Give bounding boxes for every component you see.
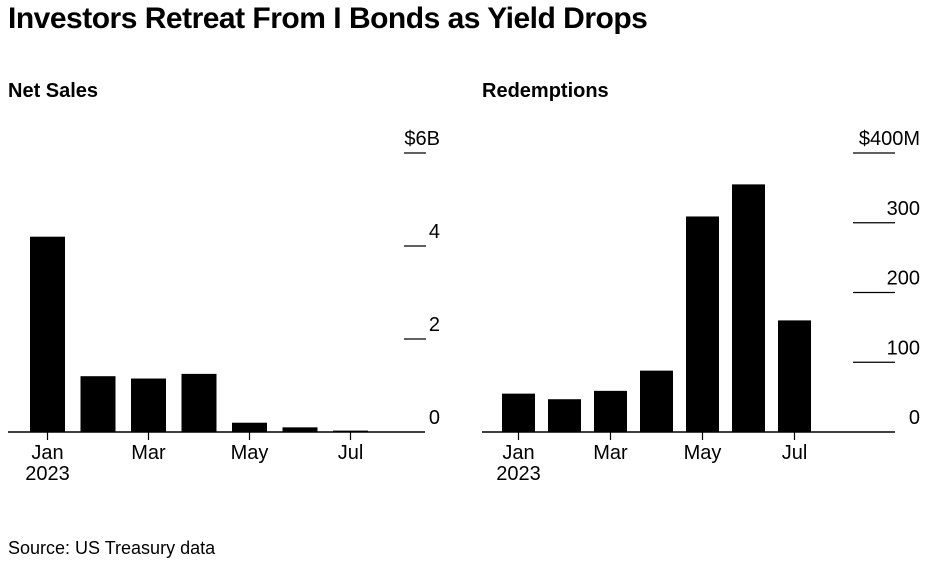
redemptions-x-tick-label: Mar <box>593 442 628 464</box>
net-sales-bar-may <box>232 422 267 432</box>
redemptions-x-tick-label: Jan <box>502 442 534 464</box>
redemptions-y-tick-label: 100 <box>887 337 920 359</box>
redemptions-y-tick-label: 0 <box>909 407 920 429</box>
net-sales-y-tick-label: 2 <box>429 314 440 336</box>
net-sales-y-tick-label: $6B <box>404 128 440 150</box>
redemptions-x-tick-sublabel: 2023 <box>496 463 541 485</box>
net-sales-x-tick-label: Mar <box>131 442 166 464</box>
net-sales-y-tick-label: 0 <box>429 407 440 429</box>
redemptions-bar-jan <box>502 393 535 432</box>
redemptions-y-tick-label: 300 <box>887 198 920 220</box>
source-note: Source: US Treasury data <box>8 538 216 558</box>
redemptions-bar-jun <box>732 184 765 432</box>
redemptions-x-tick-label: May <box>684 442 722 464</box>
net-sales-x-tick-sublabel: 2023 <box>25 463 70 485</box>
net-sales-y-tick-label: 4 <box>429 221 440 243</box>
redemptions-bar-mar <box>594 390 627 432</box>
chart-headline: Investors Retreat From I Bonds as Yield … <box>8 2 648 35</box>
redemptions-bar-may <box>686 216 719 432</box>
redemptions-y-tick-label: $400M <box>859 128 920 150</box>
net-sales-x-tick-label: Jan <box>31 442 63 464</box>
net-sales-bar-mar <box>131 378 166 432</box>
net-sales-chart-title: Net Sales <box>8 80 99 102</box>
redemptions-y-tick-label: 200 <box>887 268 920 290</box>
net-sales-bar-feb <box>80 376 116 432</box>
redemptions-bar-apr <box>640 370 673 432</box>
net-sales-bar-jun <box>282 427 318 432</box>
redemptions-chart-title: Redemptions <box>482 80 609 102</box>
net-sales-bar-jan <box>30 236 65 432</box>
net-sales-bar-apr <box>181 373 217 432</box>
redemptions-x-tick-label: Jul <box>782 442 808 464</box>
net-sales-x-tick-label: May <box>231 442 269 464</box>
redemptions-bar-feb <box>548 399 581 432</box>
net-sales-x-tick-label: Jul <box>338 442 364 464</box>
redemptions-bar-jul <box>778 320 811 432</box>
